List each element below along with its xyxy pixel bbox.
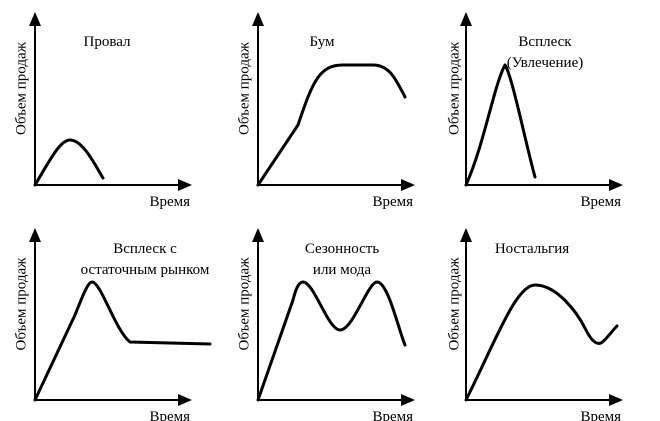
x-axis-arrow-icon bbox=[178, 179, 192, 191]
x-axis-arrow-icon bbox=[609, 179, 623, 191]
panel-title: Сезонность bbox=[305, 241, 380, 257]
sales-curve bbox=[256, 63, 407, 187]
x-axis-arrow-icon bbox=[178, 394, 192, 406]
y-axis-label: Объем продаж bbox=[13, 257, 29, 351]
panel-boom: Бум Время Объем продаж bbox=[236, 12, 415, 210]
panel-nostalgia: Ностальгия Время Объем продаж bbox=[446, 228, 623, 421]
x-axis-label: Время bbox=[372, 409, 413, 421]
sales-curve bbox=[464, 63, 537, 187]
panel-title: Бум bbox=[309, 34, 335, 50]
x-axis-arrow-icon bbox=[609, 394, 623, 406]
x-axis-arrow-icon bbox=[401, 394, 415, 406]
panel-title: (Увлечение) bbox=[507, 55, 584, 71]
y-axis-label: Объем продаж bbox=[446, 257, 462, 351]
sales-curve bbox=[33, 138, 105, 187]
panel-fad-residual: Всплеск с остаточным рынком Время Объем про… bbox=[13, 228, 212, 421]
x-axis-arrow-icon bbox=[401, 179, 415, 191]
sales-curve bbox=[464, 283, 619, 402]
panel-fail: Провал Время Объем продаж bbox=[13, 12, 192, 210]
y-axis-label: Объем продаж bbox=[236, 257, 252, 351]
y-axis-arrow-icon bbox=[460, 12, 472, 26]
panel-title: или мода bbox=[313, 262, 371, 278]
panel-title: остаточным рынком bbox=[81, 262, 210, 278]
y-axis-label: Объем продаж bbox=[236, 41, 252, 135]
x-axis-label: Время bbox=[580, 194, 621, 210]
y-axis-label: Объем продаж bbox=[446, 41, 462, 135]
sales-curve bbox=[33, 280, 212, 402]
y-axis-arrow-icon bbox=[29, 12, 41, 26]
x-axis-label: Время bbox=[372, 194, 413, 210]
x-axis-label: Время bbox=[580, 409, 621, 421]
panel-title: Ностальгия bbox=[495, 241, 569, 257]
x-axis-label: Время bbox=[149, 409, 190, 421]
panel-title: Всплеск bbox=[518, 34, 572, 50]
y-axis-arrow-icon bbox=[29, 228, 41, 242]
y-axis-arrow-icon bbox=[460, 228, 472, 242]
panel-title: Провал bbox=[84, 34, 132, 50]
sales-curve bbox=[256, 280, 407, 402]
x-axis-label: Время bbox=[149, 194, 190, 210]
panel-title: Всплеск с bbox=[113, 241, 177, 257]
panel-seasonal: Сезонность или мода Время Объем продаж bbox=[236, 228, 415, 421]
y-axis-arrow-icon bbox=[252, 228, 264, 242]
y-axis-arrow-icon bbox=[252, 12, 264, 26]
y-axis-label: Объем продаж bbox=[13, 41, 29, 135]
panel-fad: Всплеск (Увлечение) Время Объем продаж bbox=[446, 12, 623, 210]
